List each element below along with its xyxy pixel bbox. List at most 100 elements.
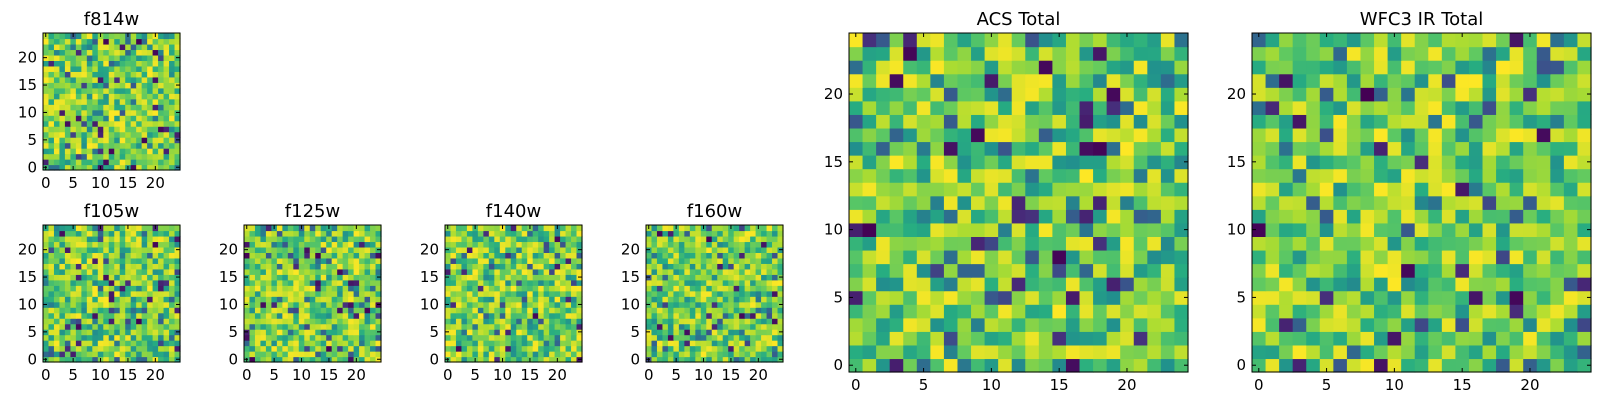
pixel-cell — [667, 301, 674, 308]
pixel-cell — [97, 279, 104, 286]
pixel-cell — [59, 60, 66, 67]
pixel-cell — [739, 329, 746, 336]
pixel-cell — [1374, 73, 1389, 88]
pixel-cell — [1333, 263, 1348, 278]
pixel-cell — [158, 246, 165, 253]
pixel-cell — [700, 307, 707, 314]
pixel-cell — [86, 87, 93, 94]
pixel-cell — [147, 312, 154, 319]
pixel-cell — [1496, 100, 1511, 115]
pixel-cell — [505, 351, 512, 358]
pixel-cell — [108, 115, 115, 122]
pixel-cell — [532, 307, 539, 314]
pixel-cell — [1360, 155, 1375, 170]
pixel-cell — [1252, 87, 1267, 102]
pixel-cell — [499, 252, 506, 259]
y-tick-label: 0 — [27, 350, 37, 368]
pixel-cell — [689, 307, 696, 314]
pixel-cell — [777, 268, 784, 275]
pixel-cell — [516, 329, 523, 336]
pixel-cell — [538, 340, 545, 347]
pixel-cell — [684, 290, 691, 297]
pixel-cell — [119, 290, 126, 297]
pixel-cell — [1065, 87, 1081, 102]
pixel-cell — [455, 356, 463, 363]
pixel-cell — [1279, 222, 1294, 237]
pixel-cell — [254, 312, 262, 319]
pixel-cell — [337, 312, 344, 319]
pixel-cell — [1428, 304, 1443, 319]
pixel-cell — [114, 307, 121, 314]
pixel-cell — [483, 345, 490, 352]
pixel-cell — [761, 252, 768, 259]
pixel-cell — [772, 241, 779, 248]
pixel-cell — [516, 246, 523, 253]
pixel-cell — [293, 318, 300, 325]
pixel-cell — [282, 230, 289, 237]
pixel-cell — [1387, 222, 1402, 237]
pixel-cell — [136, 351, 143, 358]
pixel-cell — [158, 263, 165, 270]
pixel-cell — [876, 114, 891, 129]
pixel-cell — [86, 38, 93, 45]
pixel-cell — [298, 351, 305, 358]
pixel-cell — [984, 195, 999, 210]
pixel-cell — [461, 274, 468, 281]
pixel-cell — [667, 279, 674, 286]
pixel-cell — [158, 356, 165, 363]
pixel-cell — [1306, 195, 1321, 210]
pixel-cell — [1093, 277, 1108, 292]
pixel-cell — [1346, 222, 1362, 237]
pixel-cell — [483, 225, 490, 232]
pixel-cell — [309, 296, 316, 303]
pixel-cell — [1292, 73, 1307, 88]
pixel-cell — [70, 71, 77, 78]
pixel-cell — [1038, 249, 1053, 265]
pixel-cell — [1093, 182, 1108, 197]
pixel-cell — [359, 301, 366, 308]
pixel-cell — [505, 345, 512, 352]
pixel-cell — [576, 312, 583, 319]
pixel-cell — [1387, 114, 1402, 129]
pixel-cell — [1482, 141, 1497, 156]
pixel-cell — [1333, 168, 1348, 183]
pixel-cell — [971, 249, 986, 265]
pixel-cell — [706, 274, 713, 281]
pixel-cell — [1174, 358, 1189, 373]
pixel-cell — [254, 252, 262, 259]
pixel-cell — [455, 290, 463, 297]
pixel-cell — [1550, 263, 1565, 278]
pixel-cell — [916, 249, 931, 265]
pixel-cell — [169, 82, 176, 89]
pixel-cell — [249, 274, 256, 281]
pixel-cell — [1011, 304, 1026, 319]
pixel-cell — [930, 304, 945, 319]
pixel-cell — [1079, 358, 1094, 373]
pixel-cell — [1279, 358, 1294, 373]
pixel-cell — [244, 318, 251, 325]
pixel-cell — [739, 246, 746, 253]
pixel-cell — [477, 334, 484, 341]
pixel-cell — [86, 164, 93, 171]
pixel-cell — [1065, 277, 1081, 292]
pixel-cell — [1052, 155, 1067, 170]
pixel-cell — [527, 296, 534, 303]
pixel-cell — [70, 137, 77, 144]
axes-frame — [1251, 32, 1592, 373]
pixel-cell — [331, 279, 338, 286]
pixel-cell — [527, 274, 534, 281]
pixel-cell — [876, 127, 891, 143]
pixel-cell — [114, 93, 121, 100]
pixel-cell — [1011, 60, 1026, 75]
pixel-cell — [298, 230, 305, 237]
pixel-cell — [48, 274, 55, 281]
pixel-cell — [86, 33, 93, 40]
pixel-cell — [64, 159, 71, 166]
pixel-cell — [370, 235, 377, 243]
pixel-cell — [114, 296, 121, 303]
pixel-cell — [1160, 195, 1176, 210]
pixel-cell — [86, 323, 93, 330]
pixel-cell — [1079, 236, 1094, 251]
pixel-cell — [174, 104, 181, 111]
pixel-cell — [125, 159, 132, 166]
